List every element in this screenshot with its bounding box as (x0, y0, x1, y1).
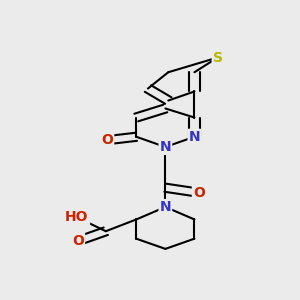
Text: N: N (160, 140, 171, 154)
Text: HO: HO (65, 210, 88, 224)
Text: S: S (213, 50, 223, 64)
Text: O: O (193, 186, 205, 200)
Text: N: N (189, 130, 200, 144)
Text: O: O (101, 133, 113, 147)
Text: O: O (72, 234, 84, 248)
Text: N: N (160, 200, 171, 214)
